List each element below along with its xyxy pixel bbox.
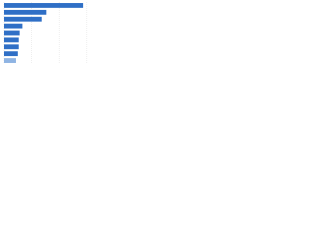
bar — [4, 30, 20, 36]
bar — [4, 23, 23, 29]
chart — [3, 2, 88, 64]
bar — [4, 51, 18, 57]
bar — [4, 37, 19, 43]
bar — [4, 3, 84, 8]
bar — [4, 44, 19, 50]
bar — [4, 58, 16, 63]
bar — [4, 16, 42, 22]
bar — [4, 9, 47, 15]
